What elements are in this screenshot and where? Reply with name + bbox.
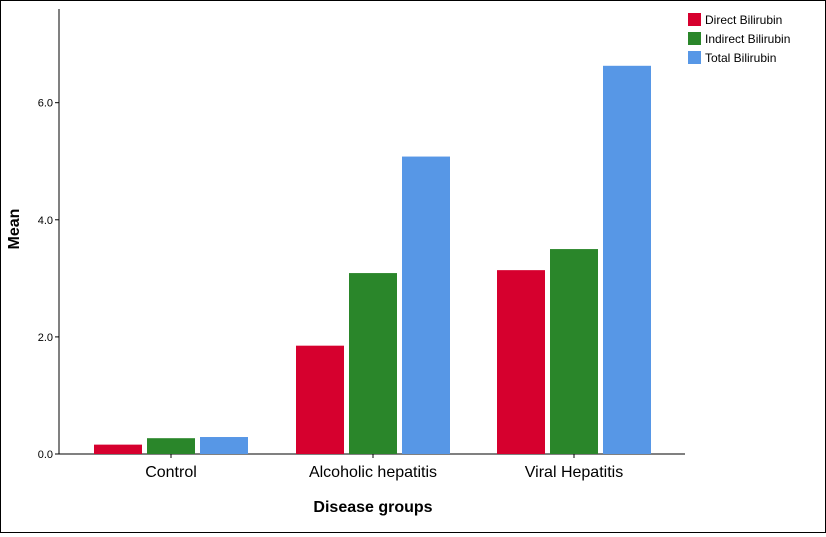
bars bbox=[94, 65, 651, 455]
legend-label: Indirect Bilirubin bbox=[705, 32, 790, 46]
x-tick-label: Alcoholic hepatitis bbox=[309, 464, 437, 481]
y-tick-label: 0.0 bbox=[38, 449, 53, 461]
y-tick-label: 2.0 bbox=[38, 332, 53, 344]
legend-label: Total Bilirubin bbox=[705, 51, 776, 65]
bar bbox=[147, 438, 195, 454]
y-tick-label: 4.0 bbox=[38, 215, 53, 227]
legend: Direct Bilirubin Indirect Bilirubin Total … bbox=[688, 13, 790, 65]
bar bbox=[94, 444, 142, 454]
bar bbox=[200, 437, 248, 454]
y-axis-title: Mean bbox=[6, 209, 23, 250]
x-axis-title: Disease groups bbox=[313, 499, 432, 516]
y-tick-label: 6.0 bbox=[38, 98, 53, 110]
bar bbox=[550, 249, 598, 454]
bar bbox=[603, 65, 651, 454]
legend-swatch bbox=[688, 51, 701, 64]
y-ticks: 0.0 2.0 4.0 6.0 bbox=[38, 98, 59, 461]
bar bbox=[349, 273, 397, 454]
x-tick-label: Viral Hepatitis bbox=[525, 464, 623, 481]
bar bbox=[402, 156, 450, 455]
x-ticks: Control Alcoholic hepatitis Viral Hepatiti… bbox=[145, 454, 623, 481]
bar bbox=[497, 270, 545, 454]
bar bbox=[296, 345, 344, 454]
legend-swatch bbox=[688, 32, 701, 45]
x-tick-label: Control bbox=[145, 464, 197, 481]
legend-swatch bbox=[688, 13, 701, 26]
legend-label: Direct Bilirubin bbox=[705, 13, 782, 27]
